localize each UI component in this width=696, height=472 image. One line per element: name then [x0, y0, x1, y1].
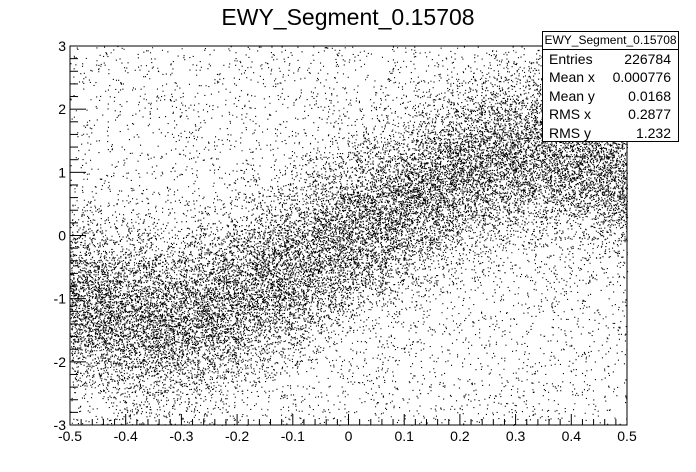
y-tick-label: -2 [54, 354, 67, 370]
y-tick-label: -1 [54, 291, 67, 307]
stat-row-entries: Entries 226784 [543, 50, 678, 68]
stat-label: Mean x [549, 69, 595, 86]
scatter-point-cloud [70, 46, 629, 426]
x-tick-label: 0.1 [394, 428, 414, 444]
y-tick-label: 2 [58, 101, 66, 117]
y-tick-label: 0 [58, 228, 66, 244]
statistics-box: EWY_Segment_0.15708 Entries 226784 Mean … [542, 31, 679, 142]
stat-label: Mean y [549, 87, 595, 104]
stat-value: 0.2877 [628, 106, 671, 123]
x-tick-label: -0.4 [114, 428, 138, 444]
x-tick-label: -0.3 [169, 428, 193, 444]
stat-label: Entries [549, 51, 593, 67]
stat-value: 0.000776 [612, 69, 671, 86]
stat-row-rms-x: RMS x 0.2877 [543, 105, 678, 123]
y-tick-label: -3 [54, 417, 67, 433]
x-tick-label: 0.4 [562, 428, 582, 444]
x-axis: -0.5 -0.4 -0.3 -0.2 -0.1 0 0.1 0.2 0.3 0.4 0.5 [58, 414, 637, 444]
chart-title: EWY_Segment_0.15708 [221, 4, 475, 30]
stat-value: 0.0168 [628, 87, 671, 104]
x-tick-label: 0 [345, 428, 353, 444]
y-tick-label: 3 [58, 38, 66, 54]
stat-value: 226784 [624, 51, 671, 67]
y-axis: -3 -2 -1 0 1 2 3 [54, 38, 86, 433]
stat-label: RMS x [549, 106, 591, 123]
x-tick-label: -0.5 [58, 428, 82, 444]
stat-row-mean-y: Mean y 0.0168 [543, 87, 678, 105]
stat-value: 1.232 [635, 124, 671, 141]
x-tick-label: 0.5 [617, 428, 637, 444]
x-tick-label: 0.3 [506, 428, 526, 444]
x-tick-label: 0.2 [450, 428, 470, 444]
y-tick-label: 1 [58, 164, 66, 180]
statistics-box-title: EWY_Segment_0.15708 [543, 32, 678, 50]
stat-row-mean-x: Mean x 0.000776 [543, 68, 678, 86]
x-tick-label: -0.2 [225, 428, 249, 444]
stat-label: RMS y [549, 124, 591, 141]
stat-row-rms-y: RMS y 1.232 [543, 124, 678, 142]
scatter-points [70, 46, 629, 426]
x-tick-label: -0.1 [281, 428, 305, 444]
